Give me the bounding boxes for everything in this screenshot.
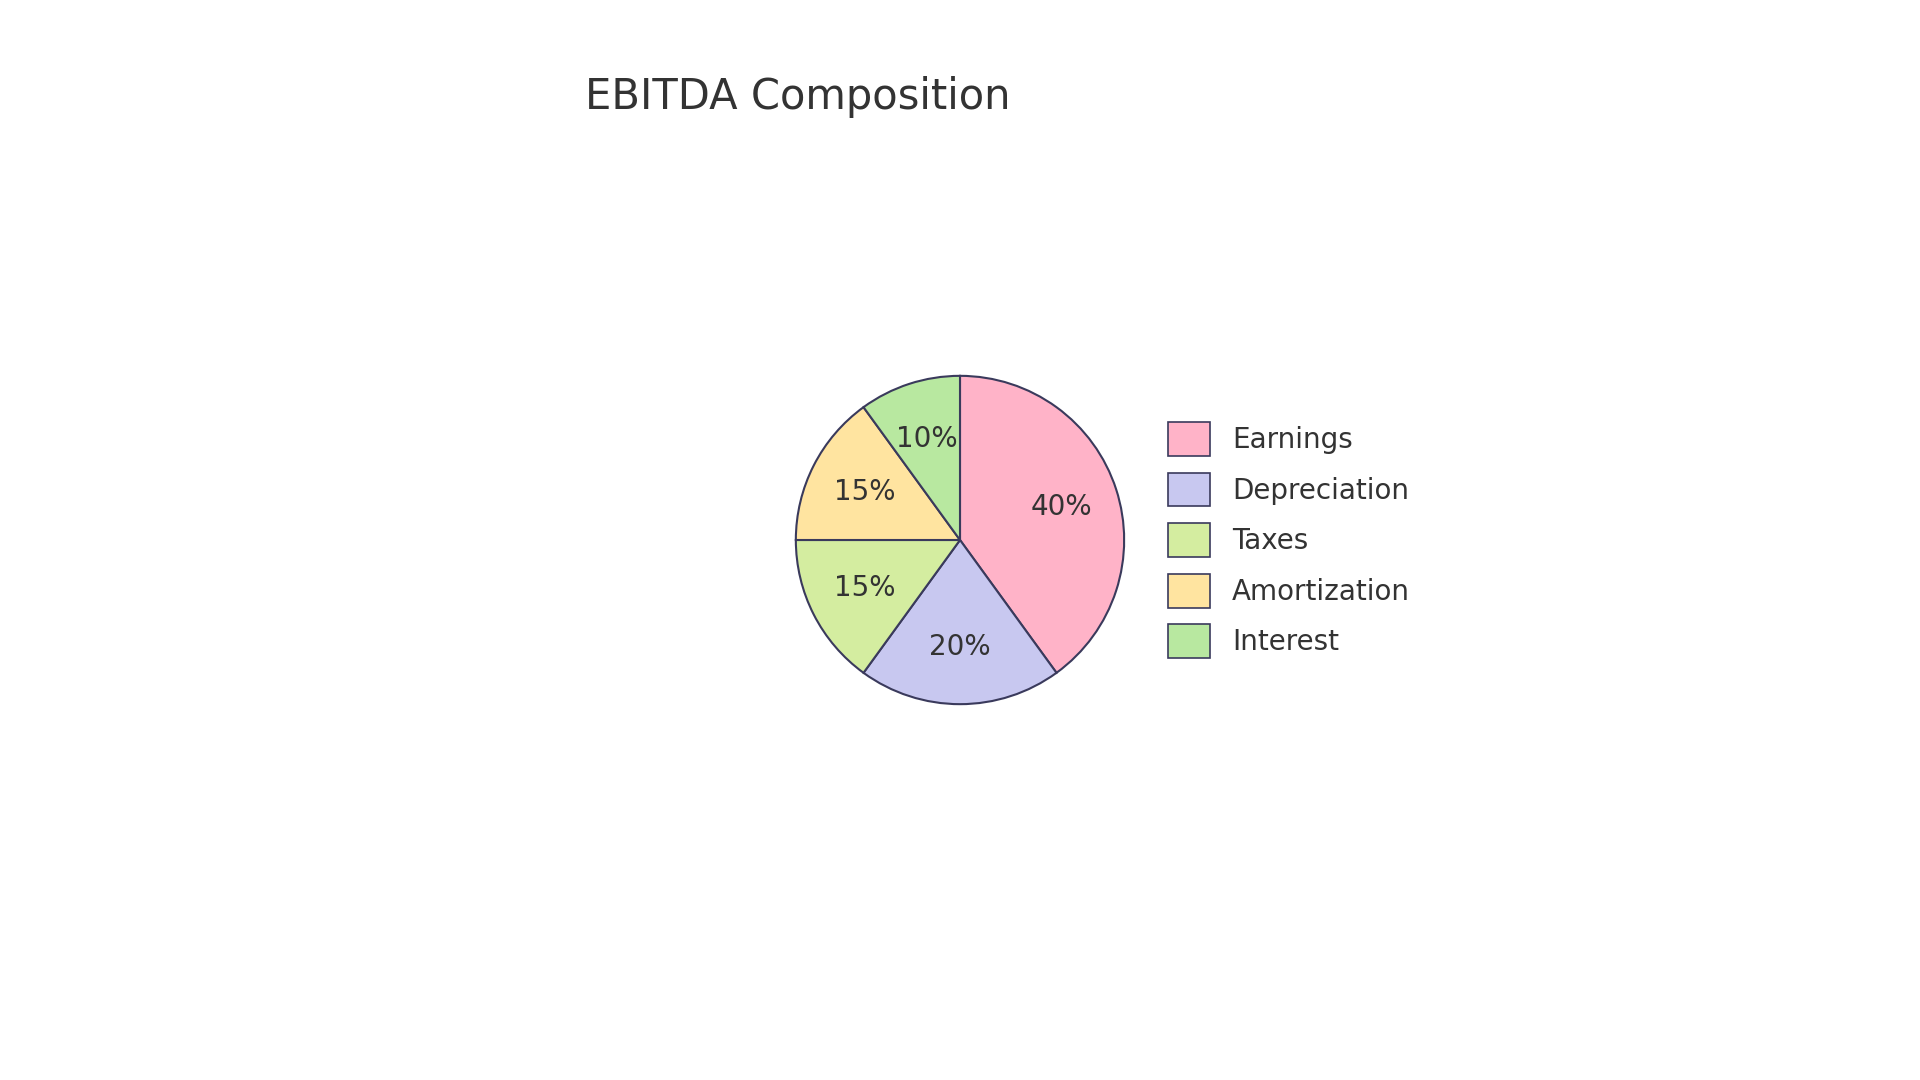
Wedge shape <box>797 407 960 540</box>
Text: 40%: 40% <box>1031 494 1092 521</box>
Text: 15%: 15% <box>833 575 895 603</box>
Wedge shape <box>797 540 960 673</box>
Text: 15%: 15% <box>833 477 895 505</box>
Legend: Earnings, Depreciation, Taxes, Amortization, Interest: Earnings, Depreciation, Taxes, Amortizat… <box>1167 422 1409 658</box>
Text: EBITDA Composition: EBITDA Composition <box>586 76 1010 118</box>
Text: 20%: 20% <box>929 633 991 661</box>
Wedge shape <box>960 376 1123 673</box>
Text: 10%: 10% <box>897 424 958 453</box>
Wedge shape <box>864 540 1056 704</box>
Wedge shape <box>864 376 960 540</box>
